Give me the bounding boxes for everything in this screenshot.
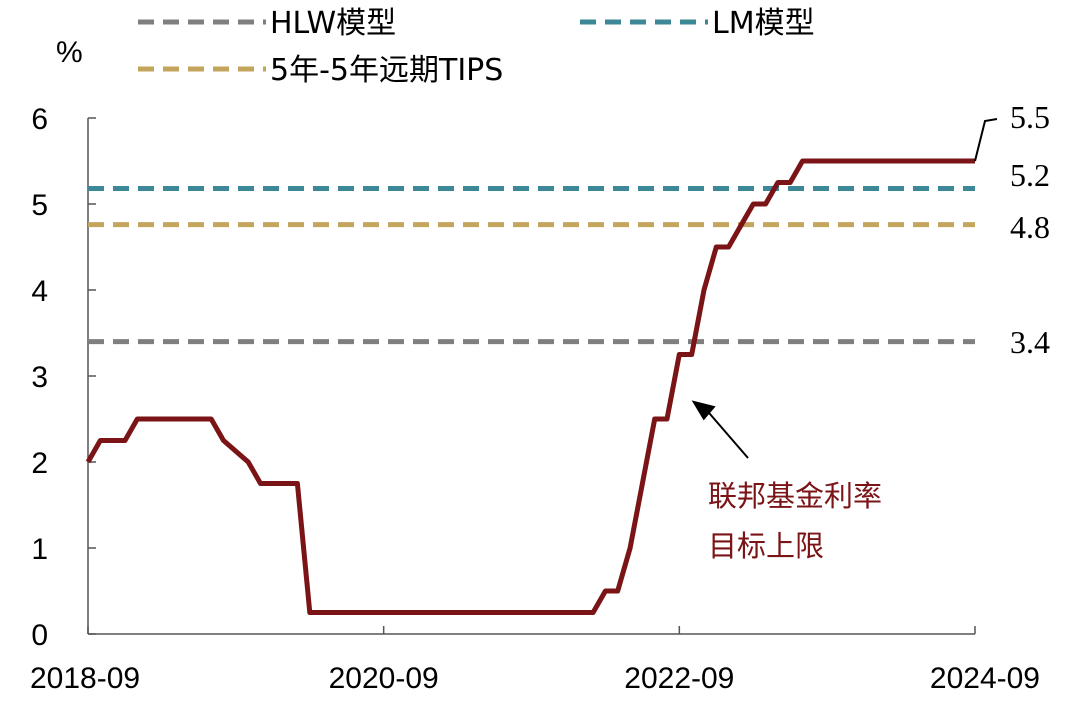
series-layer — [85, 158, 975, 615]
x-tick-label: 2018-09 — [30, 662, 140, 695]
end-value-label: 5.2 — [1010, 157, 1050, 193]
end-labels: 3.4 5.2 4.8 5.5 — [974, 99, 1050, 360]
end-value-label: 4.8 — [1010, 209, 1050, 245]
y-tick-label: 0 — [31, 619, 48, 652]
legend-label: HLW模型 — [270, 6, 396, 41]
y-tick-label: 5 — [31, 189, 48, 222]
legend-label: 5年-5年远期TIPS — [270, 53, 503, 88]
x-tick-label: 2024-09 — [930, 662, 1040, 695]
y-tick-label: 2 — [31, 447, 48, 480]
y-tick-label: 6 — [31, 103, 48, 136]
annotation-text: 目标上限 — [708, 529, 824, 563]
y-tick-label: 1 — [31, 533, 48, 566]
legend: HLW模型 LM模型 5年-5年远期TIPS — [138, 6, 815, 88]
end-value-label: 3.4 — [1010, 324, 1050, 360]
annotation-arrowhead — [691, 400, 716, 421]
y-tick-label: 4 — [31, 275, 48, 308]
y-axis-unit-label: % — [56, 36, 83, 69]
series-line-fed-funds — [85, 158, 975, 615]
x-tick-label: 2020-09 — [329, 662, 439, 695]
legend-label: LM模型 — [712, 6, 815, 41]
y-tick-label: 3 — [31, 361, 48, 394]
end-label-leader — [974, 118, 998, 162]
axes: 0 1 2 3 4 5 6 2018-09 2020-09 2022-09 2024-09 — [30, 103, 1040, 695]
annotation-text: 联邦基金利率 — [708, 479, 882, 513]
end-value-label: 5.5 — [1010, 99, 1050, 135]
x-tick-label: 2022-09 — [624, 662, 734, 695]
